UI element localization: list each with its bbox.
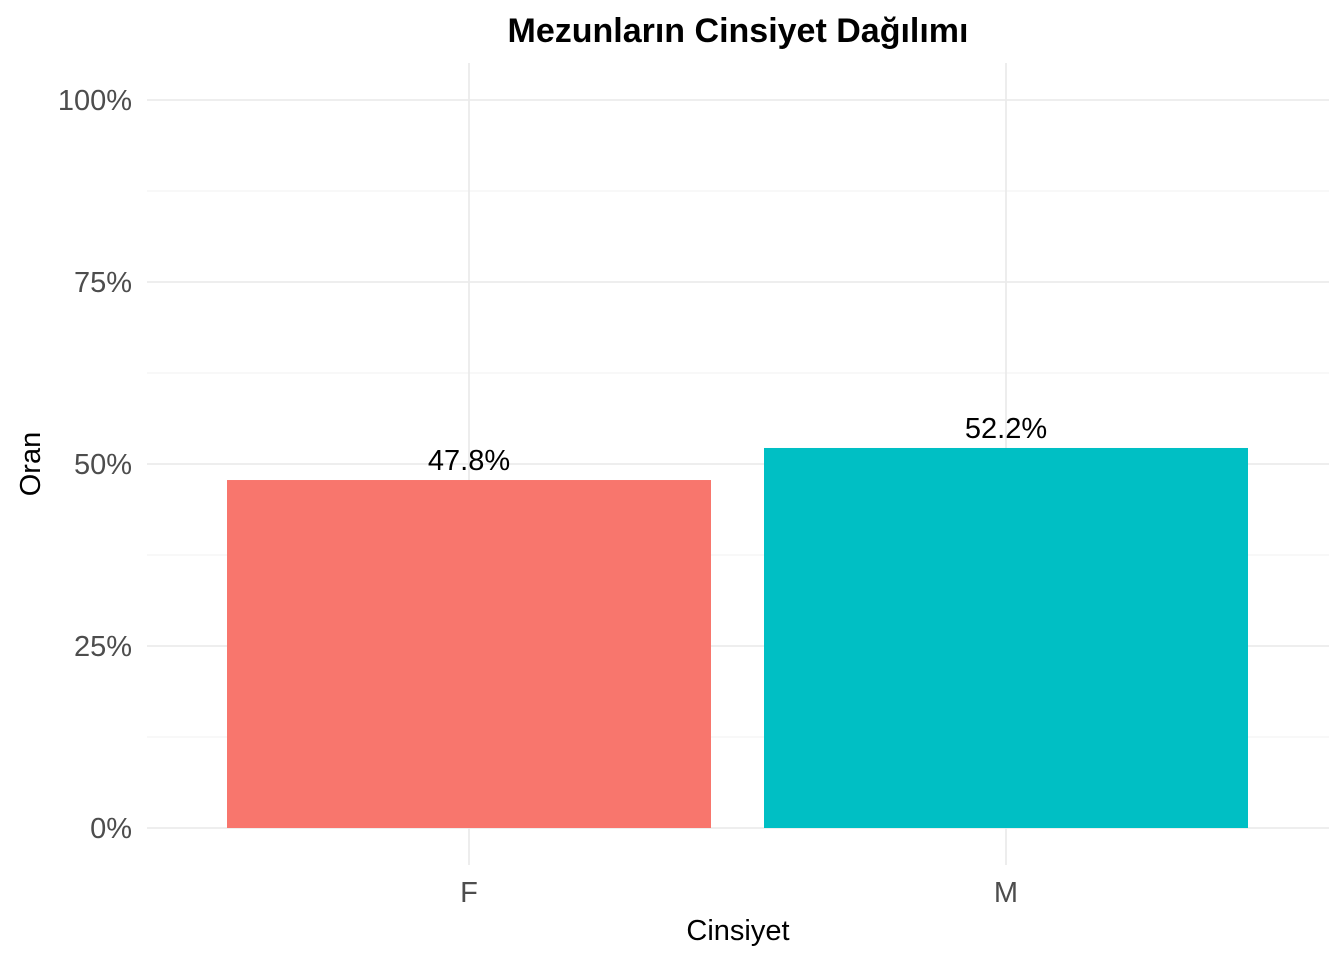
bars [227,447,1248,828]
x-tick-label: M [994,877,1018,909]
y-tick-label: 100% [58,85,132,117]
data-label-m: 52.2% [965,413,1047,445]
y-tick-label: 50% [74,449,132,481]
bar-f [227,480,711,828]
y-tick-label: 0% [90,813,132,845]
x-tick-label: F [460,877,478,909]
y-tick-label: 75% [74,267,132,299]
y-axis-ticks: 0% 25% 50% 75% 100% [58,85,132,845]
y-axis-title: Oran [15,432,47,496]
x-axis-title: Cinsiyet [686,915,789,947]
data-labels: 47.8% 52.2% [428,413,1047,477]
chart-title: Mezunların Cinsiyet Dağılımı [508,12,969,50]
data-label-f: 47.8% [428,445,510,477]
y-tick-label: 25% [74,631,132,663]
bar-m [764,447,1248,828]
